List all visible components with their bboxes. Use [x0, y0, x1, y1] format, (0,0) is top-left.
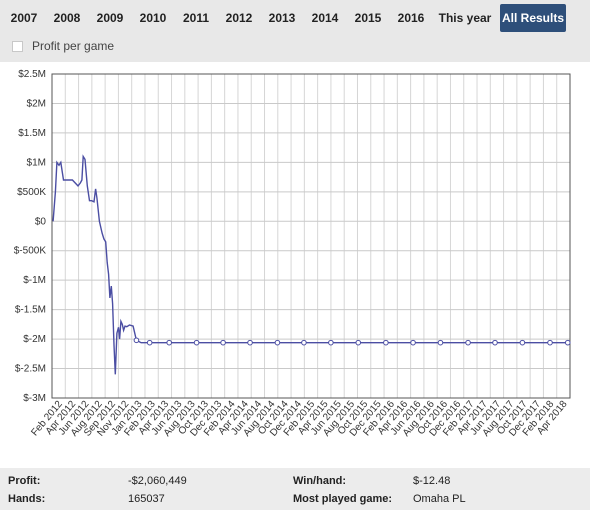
profit-label: Profit: — [8, 475, 41, 487]
hands-label: Hands: — [8, 493, 46, 505]
y-tick-label: $1.5M — [18, 128, 46, 139]
data-point-marker — [133, 337, 140, 344]
tab-2012[interactable]: 2012 — [225, 11, 253, 25]
tab-2016[interactable]: 2016 — [397, 11, 425, 25]
data-point-marker — [193, 339, 200, 346]
hands-value: 165037 — [128, 493, 165, 505]
tab-2014[interactable]: 2014 — [311, 11, 339, 25]
y-tick-label: $2M — [27, 98, 46, 109]
profit-per-game-checkbox[interactable] — [12, 40, 23, 52]
y-tick-label: $2.5M — [18, 69, 46, 80]
y-tick-label: $-1M — [23, 275, 46, 286]
data-point-marker — [519, 339, 526, 346]
data-point-marker — [355, 339, 362, 346]
profit-value: -$2,060,449 — [128, 475, 187, 487]
tab-2007[interactable]: 2007 — [10, 11, 38, 25]
tab-all-results[interactable]: All Results — [500, 4, 566, 32]
tab-2015[interactable]: 2015 — [354, 11, 382, 25]
most-played-value: Omaha PL — [413, 493, 466, 505]
profit-per-game-label: Profit per game — [32, 39, 115, 53]
data-point-marker — [383, 339, 389, 346]
data-point-marker — [547, 339, 553, 346]
data-point-marker — [274, 339, 281, 346]
y-tick-label: $-2.5M — [15, 364, 46, 375]
profit-chart-svg: $2.5M $2M $1.5M $1M $500K $0 $-500K $-1M $-1.5M $… — [14, 69, 571, 439]
data-point-marker — [247, 339, 253, 346]
tab-2010[interactable]: 2010 — [139, 11, 167, 25]
profit-per-game-toggle[interactable]: Profit per game — [12, 38, 114, 54]
tab-2011[interactable]: 2011 — [182, 11, 210, 25]
data-point-marker — [146, 339, 153, 346]
data-point-marker — [492, 339, 498, 346]
y-tick-label: $500K — [17, 187, 46, 198]
data-point-marker — [410, 339, 416, 346]
plot-frame — [51, 73, 571, 399]
tab-2013[interactable]: 2013 — [268, 11, 296, 25]
tab-2008[interactable]: 2008 — [53, 11, 81, 25]
data-point-marker — [465, 339, 471, 346]
most-played-label: Most played game: — [293, 493, 393, 505]
data-point-marker — [328, 339, 334, 346]
data-point-marker — [166, 339, 173, 346]
y-tick-label: $-3M — [23, 393, 46, 404]
data-point-marker — [437, 339, 444, 346]
y-tick-label: $-1.5M — [15, 305, 46, 316]
y-tick-label: $1M — [27, 157, 46, 168]
filter-bar: 2007 2008 2009 2010 2011 2012 2013 2014 … — [0, 0, 590, 62]
winhand-label: Win/hand: — [293, 475, 347, 487]
profit-chart: $2.5M $2M $1.5M $1M $500K $0 $-500K $-1M $-1.5M $… — [0, 62, 590, 462]
winhand-value: $-12.48 — [413, 475, 451, 487]
data-point-marker — [301, 339, 307, 346]
profit-line — [52, 154, 568, 375]
tab-this-year[interactable]: This year — [438, 11, 492, 25]
y-tick-label: $-500K — [14, 246, 47, 257]
year-tabs: 2007 2008 2009 2010 2011 2012 2013 2014 … — [0, 4, 590, 32]
data-point-marker — [220, 339, 226, 346]
data-point-marker — [564, 339, 571, 346]
stats-footer: Profit: -$2,060,449 Win/hand: $-12.48 Ha… — [0, 468, 590, 510]
plot-area — [52, 74, 570, 398]
y-tick-label: $0 — [35, 216, 47, 227]
y-tick-label: $-2M — [23, 334, 46, 345]
tab-2009[interactable]: 2009 — [96, 11, 124, 25]
